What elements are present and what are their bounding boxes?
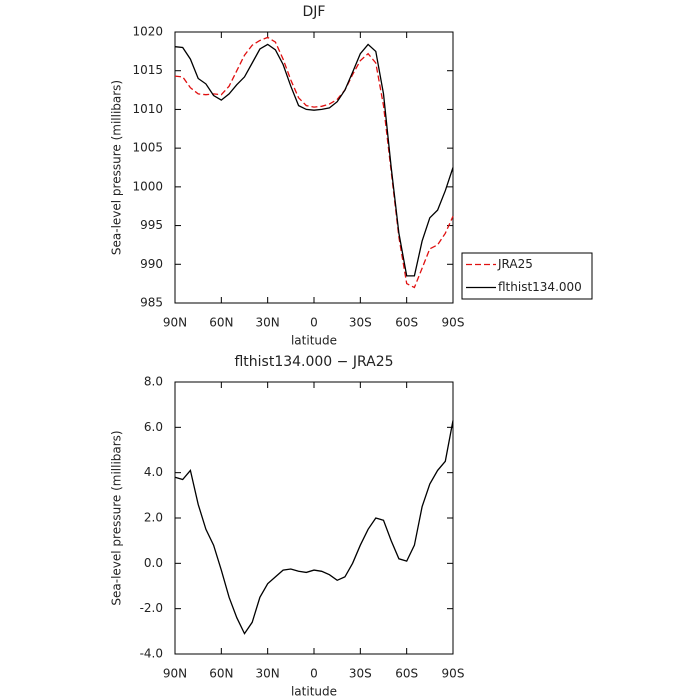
y-tick-label: 0.0 [144,556,163,570]
x-tick-label: 30S [349,667,372,681]
y-axis-label: Sea-level pressure (millibars) [110,80,124,255]
y-tick-label: 2.0 [144,511,163,525]
y-tick-label: 6.0 [144,420,163,434]
plot-frame [174,381,454,655]
y-tick-label: 1010 [132,102,163,116]
legend-label: flthist134.000 [498,280,582,294]
x-tick-label: 30N [256,667,280,681]
y-axis-label: Sea-level pressure (millibars) [110,430,124,605]
series-line [174,36,454,289]
x-tick-label: 30S [349,316,372,330]
x-tick-label: 0 [310,316,318,330]
chart-title: flthist134.000 − JRA25 [234,354,393,370]
x-tick-label: 90S [442,316,465,330]
legend-label: JRA25 [497,257,533,271]
y-tick-label: 1000 [132,179,163,193]
y-tick-label: 4.0 [144,465,163,479]
y-tick-label: 1015 [132,63,163,77]
y-tick-label: 990 [140,257,163,271]
series-line [174,43,454,277]
x-axis-label: latitude [291,685,337,699]
y-tick-label: -4.0 [140,647,163,661]
y-tick-label: -2.0 [140,601,163,615]
x-tick-label: 30N [256,316,280,330]
x-tick-label: 90S [442,667,465,681]
x-tick-label: 0 [310,667,318,681]
y-tick-label: 1005 [132,141,163,155]
y-tick-label: 995 [140,218,163,232]
x-tick-label: 90N [163,667,187,681]
chart-title: DJF [303,4,326,20]
x-tick-label: 90N [163,316,187,330]
y-tick-label: 1020 [132,25,163,39]
legend-box [461,252,593,300]
x-tick-label: 60S [395,667,418,681]
plot-frame [174,31,454,304]
x-tick-label: 60N [209,667,233,681]
series-line [174,420,454,635]
y-tick-label: 8.0 [144,375,163,389]
y-tick-label: 985 [140,296,163,310]
x-tick-label: 60N [209,316,233,330]
x-tick-label: 60S [395,316,418,330]
x-axis-label: latitude [291,334,337,348]
